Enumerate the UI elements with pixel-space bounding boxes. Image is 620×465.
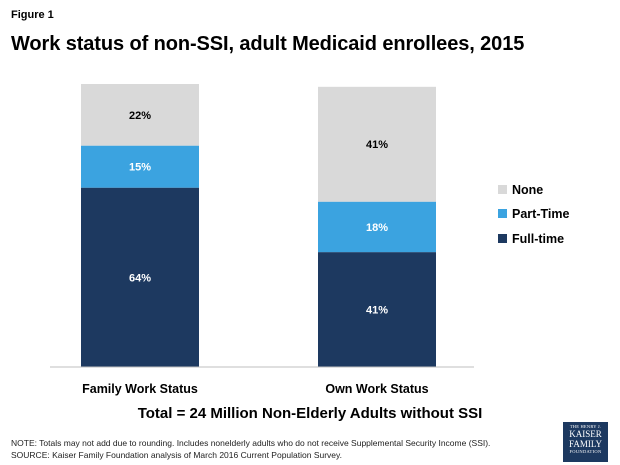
legend-label: None xyxy=(512,183,543,197)
data-label-full-time: 64% xyxy=(129,272,151,284)
logo-line-4: FOUNDATION xyxy=(569,449,602,454)
logo-line-1: THE HENRY J. xyxy=(569,424,602,429)
chart-title: Work status of non-SSI, adult Medicaid e… xyxy=(11,33,525,55)
bar-segment-full-time xyxy=(318,252,436,367)
bar-segment-none xyxy=(318,86,436,202)
data-label-none: 22% xyxy=(129,110,151,122)
chart-subtitle: Total = 24 Million Non-Elderly Adults wi… xyxy=(137,405,483,422)
note-text: NOTE: Totals may not add due to rounding… xyxy=(11,438,491,448)
bar-segment-part-time xyxy=(318,201,436,253)
legend-label: Part-Time xyxy=(512,207,569,221)
category-label: Own Work Status xyxy=(325,382,428,396)
footnote: NOTE: Totals may not add due to rounding… xyxy=(11,437,490,461)
figure-label: Figure 1 xyxy=(11,9,54,21)
logo-line-2: KAISER xyxy=(569,429,602,439)
bar-segment-full-time xyxy=(81,187,199,367)
legend-swatch xyxy=(498,185,507,194)
category-label: Family Work Status xyxy=(82,382,198,396)
logo-line-3: FAMILY xyxy=(569,439,602,449)
source-text: SOURCE: Kaiser Family Foundation analysi… xyxy=(11,450,343,460)
data-label-part-time: 15% xyxy=(129,162,151,174)
stacked-bar-chart: 64% 15% 22% Family Work Status 41% 18% 41% Own … xyxy=(50,84,569,396)
bar-segment-part-time xyxy=(81,145,199,188)
legend-label: Full-time xyxy=(512,232,564,246)
data-label-none: 41% xyxy=(366,139,388,151)
kff-logo: THE HENRY J. KAISER FAMILY FOUNDATION xyxy=(563,422,608,462)
data-label-full-time: 41% xyxy=(366,305,388,317)
legend-swatch xyxy=(498,234,507,243)
data-label-part-time: 18% xyxy=(366,222,388,234)
legend-swatch xyxy=(498,209,507,218)
bar-segment-none xyxy=(81,84,199,146)
